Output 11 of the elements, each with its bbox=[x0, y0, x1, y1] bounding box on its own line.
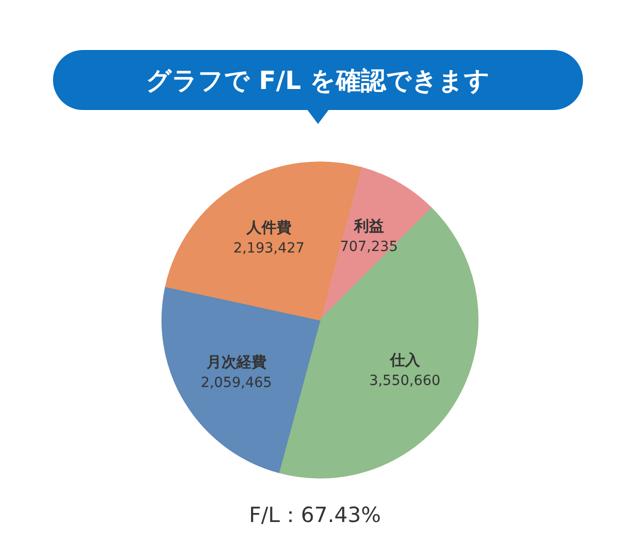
data-label: 707,235 bbox=[340, 239, 398, 256]
chart-title: グラフで F/L を確認できます bbox=[53, 50, 583, 110]
data-label: 2,193,427 bbox=[233, 240, 305, 256]
slice-label: 仕入 bbox=[388, 350, 421, 369]
pie-slice bbox=[162, 286, 320, 474]
data-label: 2,059,465 bbox=[200, 374, 272, 391]
slice-label: 人件費 bbox=[245, 218, 292, 236]
slice-label: 月次経費 bbox=[205, 352, 266, 371]
slice-label: 利益 bbox=[352, 217, 384, 236]
text: F/L：67.43% bbox=[248, 502, 382, 529]
data-label: 3,550,660 bbox=[369, 372, 440, 389]
